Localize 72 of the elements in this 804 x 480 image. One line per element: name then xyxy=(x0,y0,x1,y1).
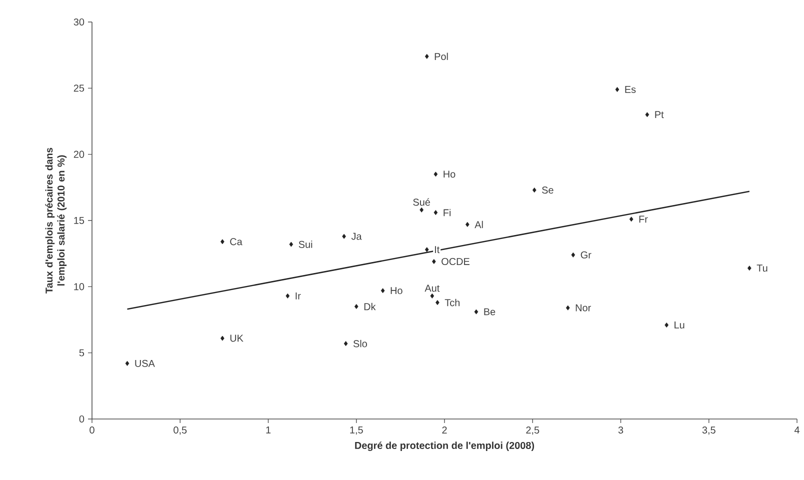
point xyxy=(424,247,429,252)
annotation: Es xyxy=(625,86,636,93)
x-tick-label: 3,5 xyxy=(702,426,716,435)
y-tick-label: 0 xyxy=(79,415,84,423)
point xyxy=(434,172,438,177)
point xyxy=(645,112,650,118)
point xyxy=(380,288,385,294)
x-tick-label: 0 xyxy=(90,426,94,434)
annotation: Ir xyxy=(296,292,301,300)
annotation: Gr xyxy=(580,251,592,258)
annotation: Al xyxy=(474,220,483,228)
point xyxy=(432,259,436,264)
y-tick-label: 30 xyxy=(74,18,84,26)
x-tick-label: 0,5 xyxy=(174,426,187,435)
annotation: Be xyxy=(484,308,496,316)
point xyxy=(430,293,434,298)
x-tick-label: 4 xyxy=(794,426,800,434)
point xyxy=(434,210,438,216)
point xyxy=(344,341,348,346)
annotation: Fr xyxy=(639,216,648,223)
x-tick-label: 2 xyxy=(442,426,447,434)
annotation: Pol xyxy=(434,52,448,60)
point xyxy=(342,234,346,239)
annotation: Ja xyxy=(351,232,362,240)
x-tick-label: 1,5 xyxy=(350,426,363,435)
annotation: Lu xyxy=(674,322,684,329)
y-tick-label: 25 xyxy=(74,84,84,92)
point xyxy=(420,207,424,212)
y-tick-label: 10 xyxy=(74,283,84,290)
annotation: Ca xyxy=(230,238,242,246)
annotation: UK xyxy=(230,334,244,342)
point xyxy=(436,300,440,306)
point xyxy=(629,216,634,222)
x-axis-title: Degré de protection de l'emploi (2008) xyxy=(355,442,534,452)
annotation: Tu xyxy=(756,264,768,272)
point xyxy=(532,188,536,193)
annotation: Aut xyxy=(424,284,440,292)
x-tick-label: 1 xyxy=(266,426,271,434)
point xyxy=(220,239,224,244)
point xyxy=(748,266,752,271)
annotation: It xyxy=(434,246,440,254)
annotation: Sué xyxy=(413,198,430,206)
point xyxy=(354,304,358,310)
point xyxy=(220,336,224,341)
annotation: Dk xyxy=(364,302,376,310)
annotation: Ho xyxy=(444,170,456,178)
point xyxy=(566,305,570,310)
y-tick-label: 5 xyxy=(79,349,84,356)
annotation: Slo xyxy=(353,340,367,348)
annotation: OCDE xyxy=(442,258,470,266)
x-tick-label: 2,5 xyxy=(526,426,540,435)
point xyxy=(125,360,130,366)
point xyxy=(664,322,668,328)
x-tick-label: 3 xyxy=(618,426,624,434)
point xyxy=(424,54,429,59)
annotation: Pt xyxy=(655,111,664,118)
annotation: Sui xyxy=(298,240,312,248)
point xyxy=(571,252,576,258)
annotation: Se xyxy=(542,186,554,194)
annotation: Fi xyxy=(444,208,451,216)
annotation: Tch xyxy=(444,298,460,306)
point xyxy=(474,309,478,314)
annotation: Nor xyxy=(576,304,591,312)
point xyxy=(286,293,290,298)
y-axis-title: Taux d'emplois précaires dans l'emploi salarié (2010 en %) xyxy=(45,148,67,294)
annotation: USA xyxy=(135,360,155,367)
y-tick-label: 15 xyxy=(74,217,84,224)
y-tick-label: 20 xyxy=(74,150,84,158)
point xyxy=(466,222,470,227)
point xyxy=(289,242,294,247)
point xyxy=(615,86,620,92)
annotation: Ho xyxy=(390,287,402,294)
